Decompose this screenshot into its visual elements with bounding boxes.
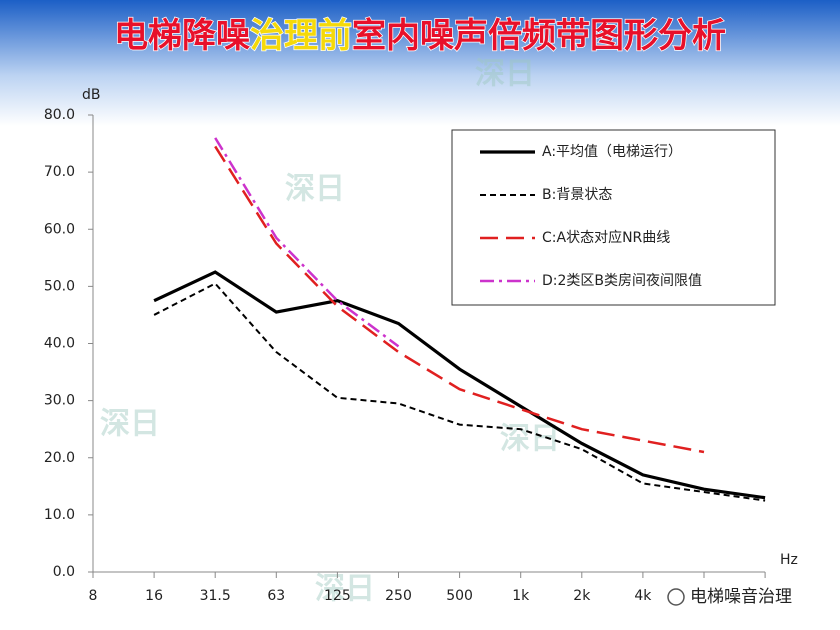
x-tick-label: 250	[385, 588, 412, 604]
x-tick-label: 63	[267, 588, 285, 604]
series-line	[214, 145, 705, 454]
legend-box	[451, 129, 776, 306]
watermark: 深日	[475, 57, 535, 92]
x-tick-label: 125	[324, 588, 351, 604]
x-tick-label: 2k	[573, 588, 591, 604]
watermark: 深日	[315, 572, 375, 607]
series-line	[214, 137, 400, 348]
watermark: 深日	[100, 407, 160, 442]
legend-label: C:A状态对应NR曲线	[542, 229, 670, 246]
y-tick-label: 0.0	[53, 564, 75, 580]
x-tick-label: 8	[89, 588, 98, 604]
x-unit: Hz	[780, 552, 798, 568]
y-tick-label: 70.0	[44, 164, 75, 180]
y-tick-label: 50.0	[44, 278, 75, 294]
y-tick-label: 40.0	[44, 336, 75, 352]
x-tick-label: 31.5	[200, 588, 231, 604]
series-line	[153, 282, 766, 502]
y-tick-label: 30.0	[44, 393, 75, 409]
legend-label: D:2类区B类房间夜间限值	[542, 273, 702, 289]
y-tick-label: 80.0	[44, 107, 75, 123]
watermark: 深日	[285, 172, 345, 207]
y-tick-label: 10.0	[44, 507, 75, 523]
title-part: 室内噪声倍频带图形分析	[352, 16, 726, 56]
chart-title: 电梯降噪治理前室内噪声倍频带图形分析	[114, 16, 726, 56]
x-tick-label: 4k	[634, 588, 652, 604]
title-part: 电梯降噪	[114, 16, 250, 56]
footer: 电梯噪音治理	[690, 587, 792, 607]
x-tick-label: 500	[446, 588, 473, 604]
x-tick-label: 1k	[512, 588, 530, 604]
series-line	[153, 270, 766, 500]
title-part: 治理前	[250, 16, 352, 56]
footer-icon	[667, 588, 685, 606]
legend-label: B:背景状态	[542, 187, 612, 203]
y-tick-label: 20.0	[44, 450, 75, 466]
y-tick-label: 60.0	[44, 221, 75, 237]
legend-label: A:平均值（电梯运行）	[542, 144, 682, 160]
x-tick-label: 16	[145, 588, 163, 604]
y-unit: dB	[82, 87, 101, 103]
